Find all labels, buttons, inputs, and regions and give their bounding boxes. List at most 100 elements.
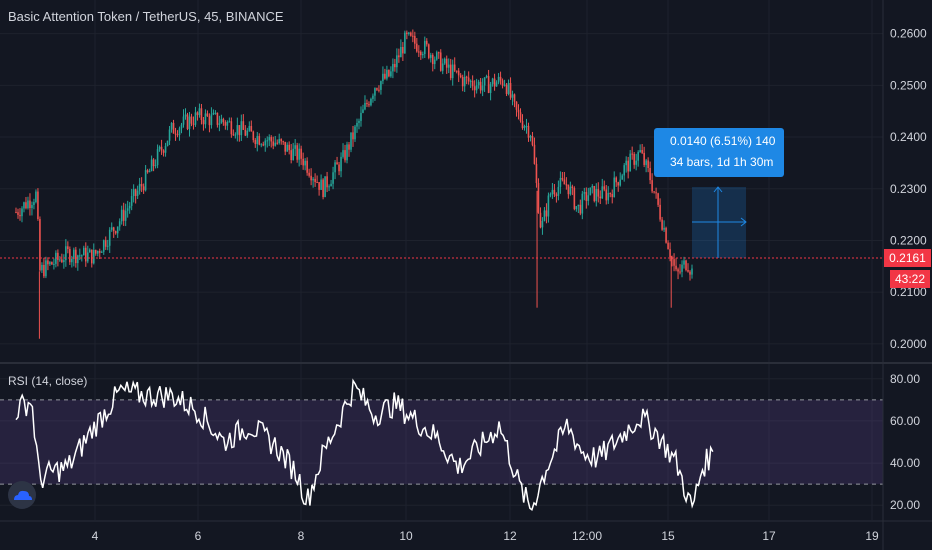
- candle: [280, 138, 283, 145]
- candle: [240, 114, 243, 142]
- candle: [23, 201, 25, 213]
- candle: [138, 177, 141, 195]
- candle: [25, 197, 27, 210]
- candle: [655, 187, 657, 199]
- candle: [226, 120, 229, 131]
- candle: [637, 150, 639, 167]
- candle: [316, 175, 318, 183]
- candle: [92, 243, 95, 265]
- candle: [116, 226, 119, 238]
- candle: [465, 75, 468, 85]
- price-axis[interactable]: 0.2000 0.2100 0.2200 0.2300 0.2400 0.2500 0.26…: [890, 27, 927, 351]
- candle: [483, 77, 486, 92]
- candle: [497, 73, 500, 85]
- candle: [358, 118, 360, 130]
- candle: [394, 58, 396, 72]
- candle: [160, 139, 163, 155]
- candle: [507, 79, 510, 96]
- candle: [665, 226, 667, 244]
- time-tick-label: 6: [195, 529, 202, 543]
- candle: [565, 177, 568, 190]
- candle: [368, 101, 370, 108]
- candle: [294, 139, 296, 157]
- candle: [481, 78, 484, 97]
- candle: [525, 118, 528, 134]
- candle: [330, 179, 332, 187]
- candle: [599, 190, 602, 204]
- candle: [178, 126, 181, 141]
- measure-arrow-right-icon: [740, 217, 747, 227]
- candle: [567, 184, 570, 199]
- measure-tool[interactable]: [692, 186, 747, 258]
- candle: [441, 58, 444, 75]
- time-tick-label: 10: [399, 529, 413, 543]
- candle: [154, 159, 157, 169]
- candle: [595, 183, 598, 207]
- candle: [73, 247, 75, 267]
- candle: [675, 258, 677, 272]
- candle: [557, 180, 560, 201]
- rsi-tick-label: 60.00: [890, 414, 920, 428]
- candle: [342, 143, 344, 159]
- candle: [591, 184, 594, 194]
- candle: [208, 113, 211, 133]
- candle: [106, 239, 109, 251]
- candle: [679, 264, 681, 275]
- candle: [362, 104, 364, 114]
- candle: [340, 152, 342, 178]
- candle: [196, 111, 199, 121]
- candle: [152, 158, 155, 172]
- candle: [214, 110, 217, 115]
- candle: [346, 141, 348, 164]
- rsi-indicator-label[interactable]: RSI (14, close): [8, 374, 88, 388]
- candle: [126, 200, 129, 218]
- candle: [67, 241, 69, 254]
- rsi-line: [15, 378, 714, 512]
- candle: [164, 142, 167, 157]
- candle: [531, 131, 534, 147]
- candle: [559, 171, 562, 194]
- last-price-badge: 0.2161: [884, 249, 931, 267]
- time-axis[interactable]: 4 6 8 10 12 12:00 15 17 19: [92, 529, 879, 543]
- candle: [314, 173, 316, 187]
- candle: [148, 168, 151, 173]
- rsi-axis[interactable]: 20.00 40.00 60.00 80.00: [890, 372, 920, 512]
- candle: [182, 109, 185, 128]
- candle: [645, 158, 647, 173]
- candle: [140, 177, 143, 192]
- candle: [33, 198, 35, 210]
- candle: [306, 157, 308, 176]
- candle: [122, 202, 125, 226]
- candle: [503, 79, 506, 87]
- price-tick-label: 0.2000: [890, 337, 927, 351]
- candle: [433, 56, 436, 70]
- candle: [94, 249, 97, 256]
- candle: [410, 31, 412, 37]
- candle: [453, 57, 456, 73]
- candle: [254, 138, 257, 148]
- candle: [98, 248, 101, 259]
- candle: [296, 142, 298, 163]
- candle: [392, 58, 394, 79]
- candle: [63, 254, 65, 269]
- candle: [473, 80, 476, 98]
- time-tick-label: 15: [661, 529, 675, 543]
- price-tick-label: 0.2300: [890, 182, 927, 196]
- candle: [683, 256, 685, 269]
- candle: [388, 69, 390, 78]
- candle: [96, 250, 99, 257]
- tradingview-cloud-icon[interactable]: [8, 481, 36, 509]
- candle: [21, 206, 23, 223]
- candle: [206, 110, 209, 117]
- candle: [509, 77, 512, 100]
- candle: [517, 104, 520, 120]
- candle: [543, 207, 546, 222]
- candle: [437, 51, 440, 59]
- candle: [447, 58, 450, 74]
- candle: [218, 115, 221, 132]
- candle: [443, 57, 446, 65]
- candle: [334, 159, 336, 180]
- candle: [130, 188, 133, 211]
- candle: [539, 207, 542, 229]
